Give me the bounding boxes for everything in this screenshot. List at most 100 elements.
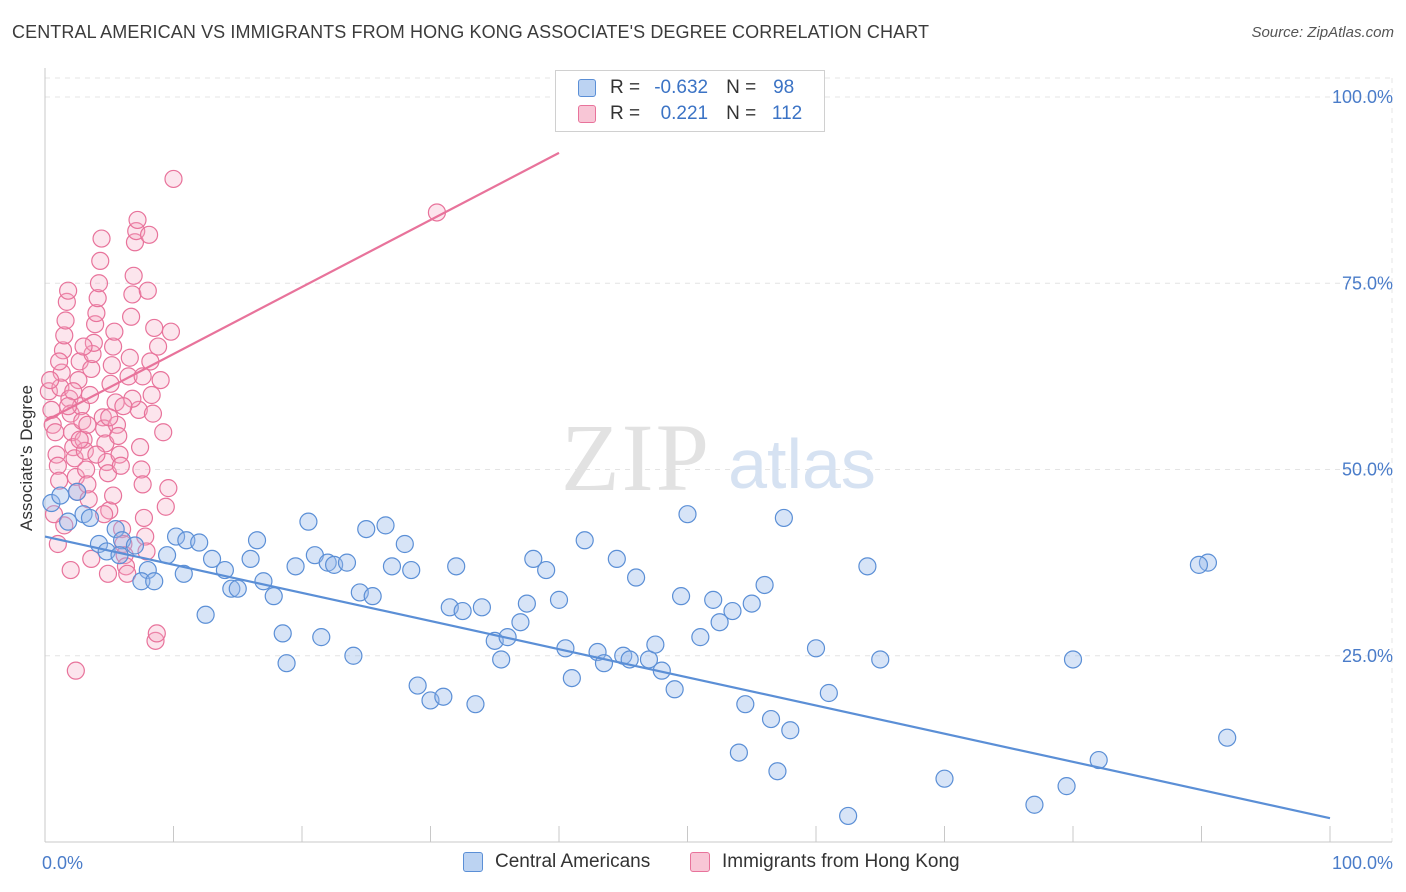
point-central-americans bbox=[408, 676, 427, 695]
point-central-americans bbox=[166, 527, 186, 546]
watermark: ZIP atlas bbox=[561, 404, 876, 511]
point-central-americans bbox=[466, 695, 485, 714]
legend-r-value: 0.221 bbox=[660, 103, 709, 124]
grid-lines bbox=[45, 77, 1393, 842]
point-central-americans bbox=[434, 687, 453, 706]
point-central-americans bbox=[254, 572, 273, 591]
point-central-americans bbox=[299, 512, 318, 531]
point-immigrants-from-hong-kong bbox=[65, 449, 84, 468]
legend-n-label: N = bbox=[726, 77, 757, 98]
correlation-legend: R = -0.632 N = 98 R = 0.221 N = 112 bbox=[555, 70, 825, 132]
point-central-americans bbox=[517, 594, 536, 613]
point-immigrants-from-hong-kong bbox=[69, 371, 88, 390]
trend-line-immigrants-from-hong-kong bbox=[44, 151, 560, 423]
point-immigrants-from-hong-kong bbox=[56, 311, 75, 330]
point-central-americans bbox=[145, 572, 164, 591]
legend-swatch-blue bbox=[463, 852, 483, 872]
point-immigrants-from-hong-kong bbox=[137, 542, 156, 561]
point-immigrants-from-hong-kong bbox=[50, 352, 69, 371]
point-central-americans bbox=[273, 624, 292, 643]
point-central-americans bbox=[196, 605, 215, 624]
point-immigrants-from-hong-kong bbox=[53, 341, 73, 360]
point-immigrants-from-hong-kong bbox=[161, 322, 181, 341]
legend-r-label: R = bbox=[610, 103, 641, 124]
point-central-americans bbox=[1218, 728, 1237, 747]
point-immigrants-from-hong-kong bbox=[91, 251, 110, 270]
point-immigrants-from-hong-kong bbox=[114, 397, 133, 416]
point-immigrants-from-hong-kong bbox=[92, 229, 111, 248]
legend-n-label: N = bbox=[726, 103, 757, 124]
tick-labels: 25.0% 50.0% 75.0% 100.0% 0.0% 100.0% bbox=[42, 87, 1393, 873]
y-tick-label: 50.0% bbox=[1342, 460, 1393, 480]
point-central-americans bbox=[344, 646, 363, 665]
point-central-americans bbox=[761, 709, 781, 729]
point-immigrants-from-hong-kong bbox=[134, 508, 154, 528]
point-immigrants-from-hong-kong bbox=[66, 661, 85, 680]
point-immigrants-from-hong-kong bbox=[70, 430, 89, 449]
legend-r-value: -0.632 bbox=[654, 77, 709, 98]
legend-r-label: R = bbox=[610, 77, 641, 98]
point-central-americans bbox=[858, 557, 877, 576]
point-immigrants-from-hong-kong bbox=[138, 281, 157, 300]
point-central-americans bbox=[742, 594, 761, 613]
point-immigrants-from-hong-kong bbox=[100, 408, 119, 427]
point-central-americans bbox=[1189, 555, 1209, 574]
point-central-americans bbox=[1025, 795, 1044, 814]
point-central-americans bbox=[729, 743, 749, 762]
point-immigrants-from-hong-kong bbox=[104, 486, 123, 505]
point-central-americans bbox=[106, 519, 125, 539]
point-immigrants-from-hong-kong bbox=[48, 456, 67, 475]
legend-row-immigrants-from-hong-kong: R = 0.221 N = 112 bbox=[578, 102, 802, 126]
point-central-americans bbox=[337, 553, 357, 572]
point-immigrants-from-hong-kong bbox=[102, 356, 121, 375]
x-tick-label: 0.0% bbox=[42, 853, 83, 873]
point-immigrants-from-hong-kong bbox=[164, 169, 183, 189]
legend-label: Central Americans bbox=[495, 851, 651, 872]
point-central-americans bbox=[575, 531, 594, 550]
point-central-americans bbox=[222, 579, 241, 598]
point-central-americans bbox=[511, 613, 530, 632]
chart-title: CENTRAL AMERICAN VS IMMIGRANTS FROM HONG… bbox=[12, 22, 930, 42]
point-immigrants-from-hong-kong bbox=[59, 281, 78, 300]
point-immigrants-from-hong-kong bbox=[116, 557, 136, 576]
point-immigrants-from-hong-kong bbox=[120, 348, 139, 367]
legend-item-immigrants-from-hong-kong[interactable]: Immigrants from Hong Kong bbox=[690, 851, 960, 873]
point-immigrants-from-hong-kong bbox=[109, 426, 128, 446]
point-central-americans bbox=[626, 568, 646, 587]
point-immigrants-from-hong-kong bbox=[84, 333, 103, 352]
legend-n-value: 98 bbox=[773, 77, 795, 98]
point-central-americans bbox=[68, 482, 87, 501]
y-tick-label: 75.0% bbox=[1342, 273, 1393, 293]
point-central-americans bbox=[492, 650, 511, 669]
point-immigrants-from-hong-kong bbox=[77, 460, 96, 479]
point-central-americans bbox=[723, 601, 742, 621]
legend-label: Immigrants from Hong Kong bbox=[722, 851, 960, 872]
point-central-americans bbox=[241, 549, 260, 569]
point-central-americans bbox=[607, 549, 626, 569]
point-central-americans bbox=[774, 508, 793, 528]
point-immigrants-from-hong-kong bbox=[111, 456, 130, 475]
point-central-americans bbox=[264, 587, 283, 606]
point-central-americans bbox=[80, 508, 100, 528]
point-central-americans bbox=[125, 536, 145, 555]
point-immigrants-from-hong-kong bbox=[123, 285, 142, 304]
point-central-americans bbox=[395, 534, 414, 554]
point-immigrants-from-hong-kong bbox=[78, 415, 97, 434]
point-central-americans bbox=[524, 549, 543, 569]
point-immigrants-from-hong-kong bbox=[148, 337, 168, 356]
point-central-americans bbox=[839, 806, 858, 826]
point-central-americans bbox=[671, 587, 691, 606]
y-tick-label: 100.0% bbox=[1332, 87, 1393, 107]
legend-swatch-blue bbox=[578, 79, 596, 97]
point-immigrants-from-hong-kong bbox=[146, 631, 165, 650]
y-axis-label: Associate's Degree bbox=[17, 385, 36, 531]
point-immigrants-from-hong-kong bbox=[78, 475, 97, 494]
legend-item-central-americans[interactable]: Central Americans bbox=[463, 851, 650, 873]
series-legend: Central Americans Immigrants from Hong K… bbox=[0, 851, 1406, 877]
point-immigrants-from-hong-kong bbox=[142, 385, 161, 405]
point-central-americans bbox=[382, 557, 402, 576]
series-immigrants-from-hong-kong bbox=[39, 169, 447, 680]
point-immigrants-from-hong-kong bbox=[75, 441, 94, 460]
point-central-americans bbox=[819, 683, 838, 703]
